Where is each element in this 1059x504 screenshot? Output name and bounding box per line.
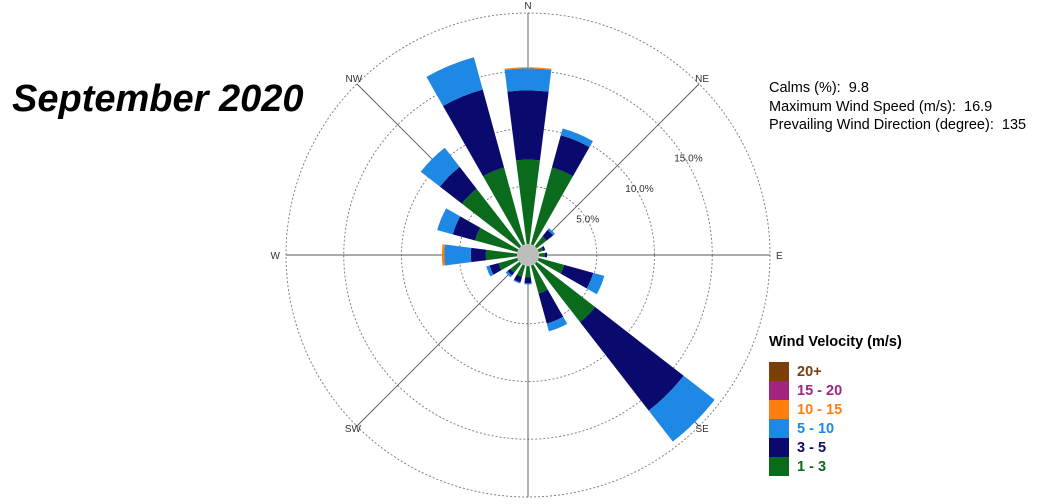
stat-prevailing-direction: Prevailing Wind Direction (degree): 135 <box>769 116 1026 135</box>
bar-segment-sse <box>538 289 564 324</box>
legend-label: 20+ <box>797 363 822 380</box>
bar-segment-nw <box>439 166 477 204</box>
bar-segment-n <box>504 68 552 92</box>
radial-tick-label: 15.0% <box>674 153 702 164</box>
bar-segment-ese <box>560 264 594 289</box>
legend-swatch <box>769 457 789 476</box>
radial-tick-label: 10.0% <box>625 184 653 195</box>
bar-segment-nnw <box>426 57 483 106</box>
wind-bars <box>420 57 715 442</box>
legend-title: Wind Velocity (m/s) <box>769 334 902 350</box>
legend-swatch <box>769 362 789 381</box>
bar-segment-nne <box>551 135 590 177</box>
legend-swatch <box>769 400 789 419</box>
stat-label: Calms (%): <box>769 80 841 96</box>
bar-segment-ssw <box>516 264 526 277</box>
radial-tick-labels: 5.0% 10.0% 15.0% <box>576 153 702 225</box>
bar-segment-sse <box>546 316 568 332</box>
bar-segment-ese <box>537 257 565 274</box>
bar-segment-w <box>470 247 487 263</box>
bar-segment-ne <box>534 236 547 249</box>
radial-tick-label: 5.0% <box>576 215 599 226</box>
legend-swatch <box>769 419 789 438</box>
calm-circle <box>517 244 539 266</box>
stat-value: 9.8 <box>848 80 869 96</box>
stat-value: 135 <box>1001 117 1027 133</box>
bar-segment-w <box>444 244 472 266</box>
legend-item-10-15: 10 - 15 <box>769 400 902 419</box>
legend-label: 5 - 10 <box>797 420 835 437</box>
bar-segment-nw <box>420 147 460 187</box>
bar-segment-nne <box>560 128 593 148</box>
compass-label-w: W <box>271 251 281 262</box>
bar-segment-sw <box>505 270 513 278</box>
legend-swatch <box>769 381 789 400</box>
compass-label-sw: SW <box>345 424 362 435</box>
bar-segment-ese <box>586 272 605 295</box>
legend-item-5-10: 5 - 10 <box>769 419 902 438</box>
legend-item-1-3: 1 - 3 <box>769 457 902 476</box>
stat-label: Prevailing Wind Direction (degree): <box>769 117 994 133</box>
bar-segment-nne <box>530 167 573 246</box>
bar-segment-se <box>580 307 684 411</box>
bar-segment-ne <box>547 228 555 236</box>
legend-label: 10 - 15 <box>797 401 843 418</box>
bar-segment-wsw <box>498 257 519 271</box>
legend-item-3-5: 3 - 5 <box>769 438 902 457</box>
stat-value: 16.9 <box>964 98 993 115</box>
bar-segment-wnw <box>475 227 519 253</box>
stat-label: Maximum Wind Speed (m/s): <box>769 98 956 115</box>
bar-segment-sw <box>507 268 515 276</box>
legend-label: 3 - 5 <box>797 439 827 456</box>
bar-segment-nnw <box>483 167 526 246</box>
bar-segment-wsw <box>489 263 502 275</box>
bar-segment-nnw <box>443 89 505 177</box>
compass-label-n: N <box>524 1 531 12</box>
bar-segment-sse <box>530 264 548 294</box>
bar-segment-wnw <box>437 208 461 235</box>
legend-item-20plus: 20+ <box>769 362 902 381</box>
legend-swatch <box>769 438 789 457</box>
legend-item-15-20: 15 - 20 <box>769 381 902 400</box>
bar-segment-wnw <box>452 216 481 241</box>
bar-segment-ne <box>542 229 554 241</box>
bar-segment-nw <box>461 188 522 249</box>
chart-title: September 2020 <box>12 78 304 120</box>
bar-segment-e <box>538 252 545 258</box>
stat-calms: Calms (%): 9.8 <box>769 79 1026 98</box>
compass-label-e: E <box>776 251 783 262</box>
bar-segment-s <box>524 283 532 285</box>
legend-label: 15 - 20 <box>797 382 843 399</box>
bar-segment-n <box>507 90 549 161</box>
bar-segment-ene <box>537 247 544 253</box>
legend: Wind Velocity (m/s) 20+ 15 - 20 10 - 15 … <box>769 334 902 476</box>
compass-label-ne: NE <box>695 74 709 85</box>
legend-label: 1 - 3 <box>797 458 827 475</box>
compass-label-nw: NW <box>346 74 363 85</box>
bar-segment-s <box>525 265 531 278</box>
bar-segment-ssw <box>513 274 523 283</box>
bar-segment-ssw <box>513 279 521 284</box>
compass-label-se: SE <box>695 424 709 435</box>
bar-segment-se <box>648 375 715 442</box>
bar-segment-w <box>441 244 445 266</box>
bar-segment-sw <box>510 261 522 273</box>
bar-segment-w <box>485 249 518 261</box>
bar-segment-wsw <box>486 265 494 277</box>
bar-segment-s <box>524 277 532 284</box>
wind-stats: Calms (%): 9.8 Maximum Wind Speed (m/s):… <box>769 79 1026 135</box>
stat-max-wind-speed: Maximum Wind Speed (m/s): 16.9 <box>769 98 1026 117</box>
bar-segment-e <box>544 252 548 258</box>
grid-spoke <box>356 254 529 427</box>
bar-segment-se <box>534 261 596 323</box>
bar-segment-n <box>516 159 540 245</box>
bar-segment-ene <box>541 246 546 251</box>
grid-spoke <box>527 83 700 256</box>
bar-segment-n <box>504 67 552 70</box>
